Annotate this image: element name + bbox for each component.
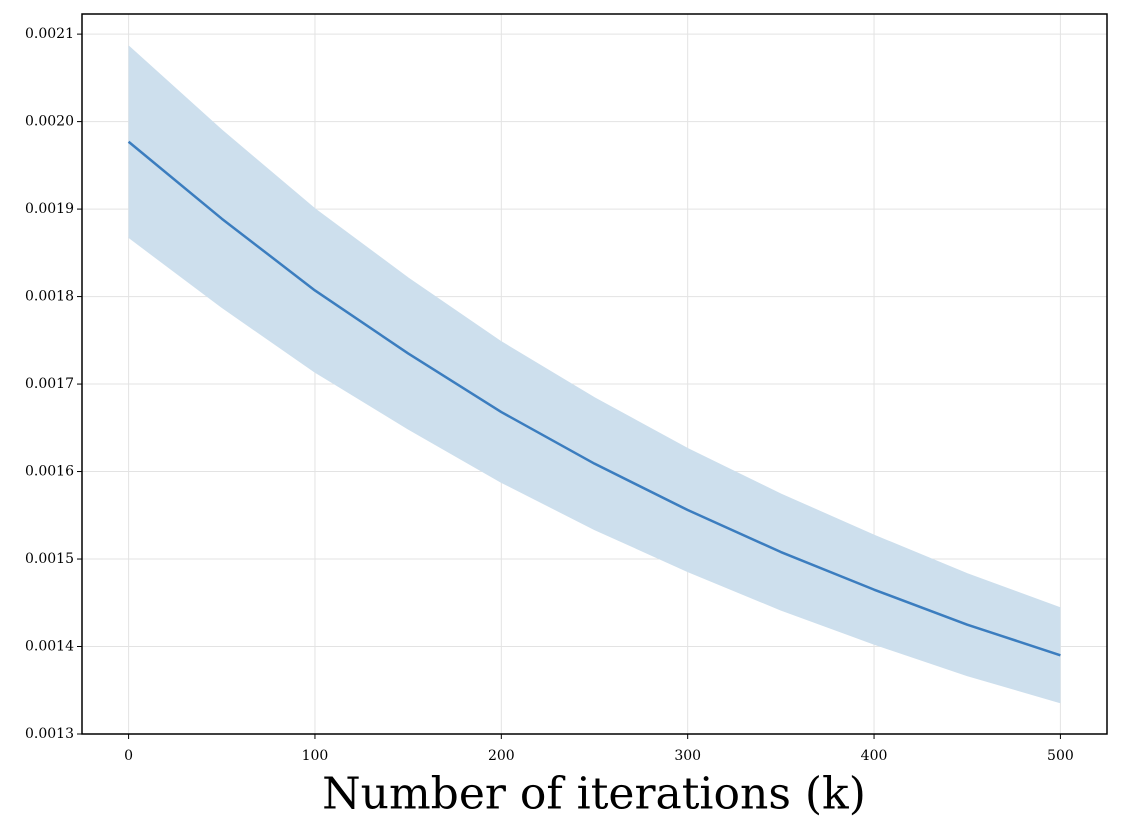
band-edge [128,236,1061,704]
line [127,140,1061,657]
y-tick-label: 0.0015 [25,551,74,567]
y-tick-label: 0.0017 [25,376,74,392]
y-tick-label: 0.0021 [25,26,74,42]
band-edge [128,45,1061,609]
y-tick-label: 0.0018 [25,289,74,305]
y-tick-label: 0.0013 [25,726,74,742]
plot-frame [81,13,1108,735]
y-tick-label: 0.0020 [25,114,74,130]
y-tick-label: 0.0019 [25,201,74,217]
x-tick-label: 400 [861,748,888,764]
x-tick-label: 500 [1047,748,1074,764]
x-tick-label: 0 [124,748,133,764]
x-axis-label: Number of iterations (k) [322,769,866,820]
x-tick-label: 200 [488,748,515,764]
y-tick-label: 0.0016 [25,464,74,480]
x-tick-label: 100 [302,748,329,764]
confidence-band [128,46,1061,703]
x-tick-label: 300 [674,748,701,764]
y-tick-label: 0.0014 [25,639,74,655]
